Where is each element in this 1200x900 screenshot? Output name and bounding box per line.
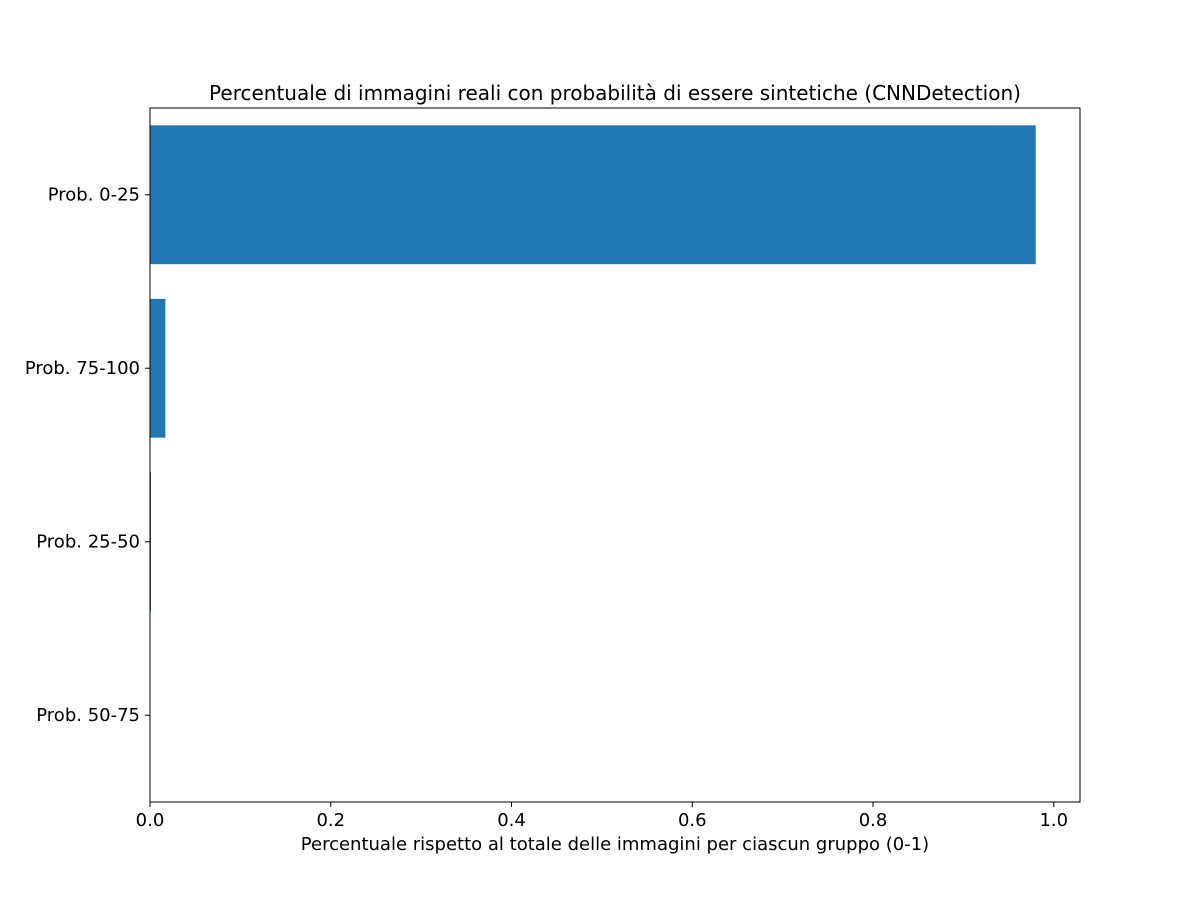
y-tick-label-2: Prob. 25-50 bbox=[36, 531, 140, 552]
plot-frame bbox=[149, 107, 1081, 803]
x-tick-label-4: 0.8 bbox=[859, 810, 888, 831]
x-tick-label-5: 1.0 bbox=[1039, 810, 1068, 831]
y-tick-label-1: Prob. 75-100 bbox=[25, 358, 140, 379]
y-tick-label-3: Prob. 50-75 bbox=[36, 705, 140, 726]
chart-title: Percentuale di immagini reali con probab… bbox=[209, 81, 1021, 105]
x-tick-label-1: 0.2 bbox=[316, 810, 345, 831]
x-tick-label-3: 0.6 bbox=[678, 810, 707, 831]
x-axis-label: Percentuale rispetto al totale delle imm… bbox=[301, 834, 929, 855]
bar-1 bbox=[150, 298, 166, 438]
bars-group bbox=[150, 125, 1036, 612]
y-axis: Prob. 0-25 Prob. 75-100 Prob. 25-50 Prob. 5… bbox=[25, 184, 150, 726]
x-axis: 0.0 0.2 0.4 0.6 0.8 1.0 bbox=[136, 802, 1068, 831]
x-tick-label-0: 0.0 bbox=[136, 810, 165, 831]
y-tick-label-0: Prob. 0-25 bbox=[48, 184, 140, 205]
x-tick-label-2: 0.4 bbox=[497, 810, 526, 831]
bar-0 bbox=[150, 125, 1036, 265]
